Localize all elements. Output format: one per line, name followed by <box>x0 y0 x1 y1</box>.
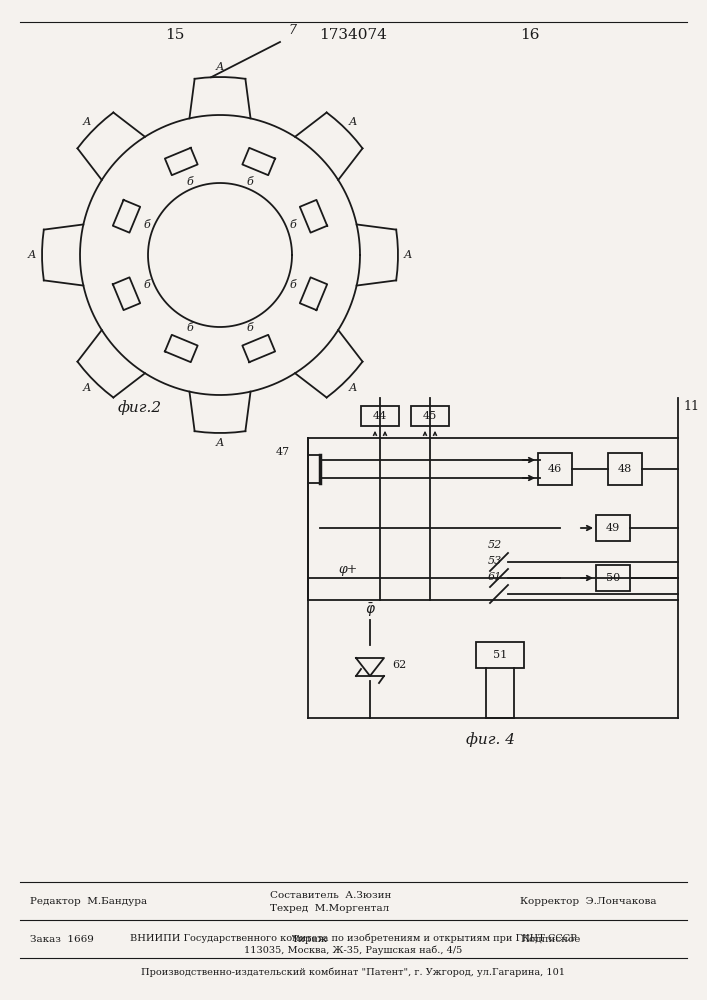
Text: А: А <box>349 383 357 393</box>
Bar <box>361 406 399 426</box>
Text: б: б <box>247 323 254 333</box>
Text: фиг. 4: фиг. 4 <box>465 733 515 747</box>
Text: А: А <box>349 117 357 127</box>
Text: Производственно-издательский комбинат "Патент", г. Ужгород, ул.Гагарина, 101: Производственно-издательский комбинат "П… <box>141 967 565 977</box>
Text: Составитель  А.Зюзин: Составитель А.Зюзин <box>270 891 392 900</box>
Text: 52: 52 <box>488 540 502 550</box>
Text: 1734074: 1734074 <box>319 28 387 42</box>
Text: 51: 51 <box>493 650 507 660</box>
Text: 48: 48 <box>618 464 632 474</box>
Text: б: б <box>290 220 296 230</box>
Text: 47: 47 <box>276 447 290 457</box>
Text: А: А <box>83 117 91 127</box>
Text: 45: 45 <box>423 411 437 421</box>
Text: б: б <box>247 177 254 187</box>
Text: б: б <box>187 177 193 187</box>
Text: б: б <box>187 323 193 333</box>
Text: б: б <box>290 280 296 290</box>
Text: Редактор  М.Бандура: Редактор М.Бандура <box>30 896 147 906</box>
Text: Тираж: Тираж <box>292 934 328 944</box>
Bar <box>476 642 524 668</box>
Text: 61: 61 <box>488 572 502 582</box>
Text: Подписное: Подписное <box>520 934 580 944</box>
Text: Техред  М.Моргентал: Техред М.Моргентал <box>270 904 390 913</box>
Text: 46: 46 <box>548 464 562 474</box>
Text: 7: 7 <box>288 24 296 37</box>
Bar <box>538 453 572 485</box>
Text: 16: 16 <box>520 28 539 42</box>
Text: 53: 53 <box>488 556 502 566</box>
Text: Заказ  1669: Заказ 1669 <box>30 934 94 944</box>
Text: 11: 11 <box>683 400 699 413</box>
Text: 113035, Москва, Ж-35, Раушская наб., 4/5: 113035, Москва, Ж-35, Раушская наб., 4/5 <box>244 945 462 955</box>
Text: б: б <box>144 220 150 230</box>
Bar <box>596 515 630 541</box>
Text: А: А <box>83 383 91 393</box>
Text: φ+: φ+ <box>338 564 357 576</box>
Text: А: А <box>216 62 224 72</box>
Text: ВНИИПИ Государственного комитета по изобретениям и открытиям при ГКНТ СССР: ВНИИПИ Государственного комитета по изоб… <box>129 933 576 943</box>
Text: 49: 49 <box>606 523 620 533</box>
Text: 15: 15 <box>165 28 185 42</box>
Text: $\bar{\varphi}$: $\bar{\varphi}$ <box>365 601 375 619</box>
Text: 62: 62 <box>392 660 407 670</box>
Text: А: А <box>216 438 224 448</box>
Bar <box>608 453 642 485</box>
Text: А: А <box>28 250 36 260</box>
Bar <box>411 406 449 426</box>
Text: Корректор  Э.Лончакова: Корректор Э.Лончакова <box>520 896 657 906</box>
Text: 50: 50 <box>606 573 620 583</box>
Bar <box>596 565 630 591</box>
Text: б: б <box>144 280 150 290</box>
Text: А: А <box>404 250 412 260</box>
Text: 44: 44 <box>373 411 387 421</box>
Text: фиг.2: фиг.2 <box>118 401 162 415</box>
